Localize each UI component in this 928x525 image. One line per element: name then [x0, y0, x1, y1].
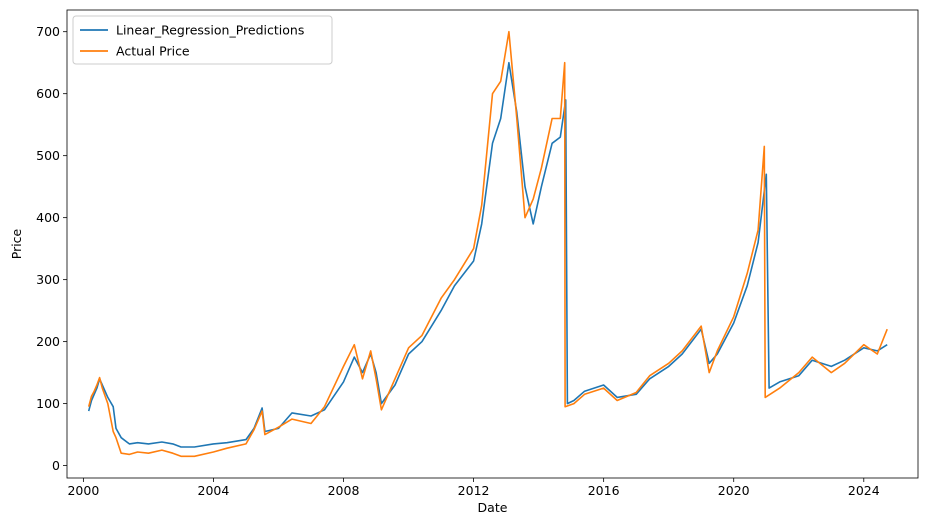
y-tick-label: 700 [36, 24, 60, 39]
x-tick-label: 2000 [67, 483, 99, 498]
axis-ticks: 2000 2004 2008 2012 2016 2020 2024 0 100 200 300 40… [36, 24, 880, 498]
y-axis-label: Price [9, 228, 24, 259]
legend-label-actual-price: Actual Price [116, 44, 190, 59]
x-tick-label: 2016 [588, 483, 620, 498]
x-tick-label: 2004 [198, 483, 230, 498]
legend-box [72, 15, 333, 65]
y-tick-label: 200 [36, 334, 60, 349]
y-tick-label: 400 [36, 210, 60, 225]
legend-label-predictions: Linear_Regression_Predictions [116, 23, 304, 38]
x-tick-label: 2020 [718, 483, 750, 498]
x-tick-label: 2012 [458, 483, 490, 498]
y-tick-label: 300 [36, 272, 60, 287]
y-tick-label: 500 [36, 148, 60, 163]
plot-frame [66, 9, 919, 479]
series-line-predictions [87, 61, 888, 448]
x-tick-label: 2024 [848, 483, 880, 498]
y-tick-label: 100 [36, 396, 60, 411]
series-line-actual-price [87, 30, 888, 458]
x-tick-label: 2008 [328, 483, 360, 498]
legend: Linear_Regression_Predictions Actual Pri… [72, 15, 333, 65]
y-tick-label: 600 [36, 86, 60, 101]
plot-area [87, 30, 888, 458]
x-axis-label: Date [478, 500, 508, 515]
y-tick-label: 0 [52, 458, 60, 473]
